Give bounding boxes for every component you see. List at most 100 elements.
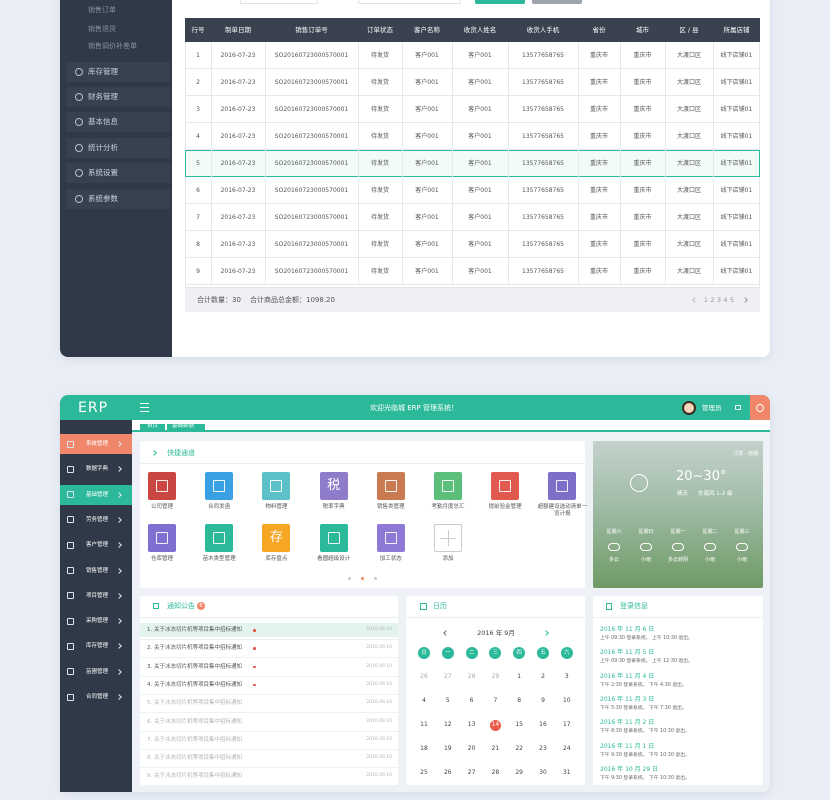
tab[interactable] [140,424,165,432]
search-button[interactable] [475,0,525,4]
sidebar-item[interactable]: 基础管理 [86,491,109,498]
sidebar-item[interactable]: 客户管理 [86,542,109,549]
calendar-date[interactable]: 26 [443,769,452,776]
quick-icon[interactable] [491,472,520,500]
submenu-item[interactable]: 销售调价补差单 [88,42,137,50]
page-number[interactable]: 5 [729,296,735,304]
calendar-date[interactable]: 25 [420,769,428,776]
notice-text[interactable]: 1. 关于冰冻切片机等项目集中招标通知 [147,627,242,633]
calendar-date[interactable]: 2 [541,673,545,680]
calendar-date[interactable]: 4 [422,697,426,704]
calendar-date[interactable]: 14 [491,721,500,728]
table-row[interactable] [185,258,760,285]
sidebar-item[interactable]: 数据字典 [86,466,109,473]
notice-text[interactable]: 2. 关于冰冻切片机等项目集中招标通知 [147,645,242,652]
menu-item-bg[interactable] [66,62,170,82]
calendar-date[interactable]: 24 [562,745,571,752]
notice-text[interactable]: 7. 关于冰冻切片机等项目集中招标通知 [147,736,242,743]
menu-item-bg[interactable] [66,112,170,132]
calendar-date[interactable]: 10 [562,697,571,704]
notice-text[interactable]: 4. 关于冰冻切片机等项目集中招标通知 [147,681,242,688]
menu-item[interactable]: 财务管理 [88,92,118,101]
quick-label[interactable]: 看圆超级设计 [317,556,351,562]
sidebar-active[interactable] [60,484,132,505]
notice-text[interactable]: 6. 关于冰冻切片机等项目集中招标通知 [147,718,242,725]
menu-item[interactable]: 基本信息 [88,117,118,126]
quick-label[interactable]: 税率字典 [322,504,345,510]
quick-icon[interactable] [434,524,462,552]
tab[interactable] [167,424,205,432]
notice-text[interactable]: 9. 关于冰冻切片机等项目集中招标通知 [147,773,242,780]
quick-label[interactable]: 物料管理 [265,504,288,510]
user-name[interactable]: 管理员 [702,404,722,412]
menu-item-bg[interactable] [66,163,170,183]
quick-label[interactable]: 合同发函 [208,504,231,510]
notice-text[interactable]: 8. 关于冰冻切片机等项目集中招标通知 [147,755,242,762]
page-number[interactable]: 1 [703,296,709,304]
quick-icon[interactable] [548,472,577,500]
calendar-date[interactable]: 9 [541,697,545,704]
calendar-date[interactable]: 13 [467,721,476,728]
tab-label[interactable]: 基础数据 [171,423,194,429]
table-row[interactable] [185,204,760,231]
search-input[interactable] [358,0,461,4]
sidebar-active[interactable] [60,434,132,454]
sidebar-item[interactable]: 销售管理 [86,567,109,574]
today-circle[interactable] [489,719,501,731]
sidebar-item[interactable]: 项目管理 [86,592,109,599]
calendar-date[interactable]: 31 [562,769,571,776]
carousel-dot[interactable] [373,577,377,580]
quick-icon[interactable] [376,524,405,552]
quick-icon[interactable] [319,524,348,552]
quick-label[interactable]: 添加 [442,556,454,562]
sidebar-item[interactable]: 采购管理 [86,618,109,625]
calendar-date[interactable]: 6 [469,697,474,704]
page-number[interactable]: 4 [723,296,728,304]
quick-icon[interactable] [148,472,176,500]
search-input[interactable] [240,0,318,4]
calendar-date[interactable]: 20 [467,745,476,752]
calendar-date[interactable]: 7 [493,697,498,704]
menu-item-bg[interactable] [66,189,170,209]
calendar-date[interactable]: 21 [491,745,500,752]
calendar-date[interactable]: 18 [420,745,428,752]
menu-toggle-line[interactable] [140,411,149,412]
tab-label[interactable]: 首页 [146,423,158,429]
menu-item-bg[interactable] [66,138,170,158]
reset-button[interactable] [532,0,582,4]
calendar-date[interactable]: 3 [564,673,569,680]
calendar-date[interactable]: 28 [467,673,476,680]
quick-label[interactable]: 考勤月度总汇 [431,504,465,510]
lock-icon[interactable] [735,405,741,410]
sidebar-item[interactable]: 系统管理 [86,441,109,447]
menu-item[interactable]: 库存管理 [88,67,118,76]
menu-item[interactable]: 统计分析 [88,143,118,152]
quick-icon[interactable] [148,524,176,552]
calendar-date[interactable]: 17 [562,721,571,728]
calendar-date[interactable]: 27 [467,769,476,776]
quick-icon[interactable] [434,472,462,500]
calendar-date[interactable]: 15 [515,721,523,728]
calendar-date[interactable]: 26 [420,673,428,680]
calendar-date[interactable]: 29 [515,769,523,776]
quick-label[interactable]: 苗木类型管理 [202,556,236,562]
table-row[interactable] [185,123,760,150]
calendar-date[interactable]: 22 [515,745,523,752]
notice-text[interactable]: 5. 关于冰冻切片机等项目集中招标通知 [147,700,242,707]
carousel-dot[interactable] [360,577,364,580]
calendar-date[interactable]: 16 [539,721,547,728]
quick-icon[interactable] [205,472,234,500]
page-number[interactable]: 2 [710,296,715,304]
notice-active[interactable] [140,623,398,637]
calendar-date[interactable]: 11 [420,721,428,728]
menu-item[interactable]: 系统设置 [88,168,118,177]
quick-icon[interactable] [205,524,234,552]
table-row[interactable] [185,177,760,204]
page-number[interactable]: 3 [716,296,722,304]
notice-text[interactable]: 3. 关于冰冻切片机等项目集中招标通知 [147,663,242,670]
calendar-date[interactable]: 30 [539,769,547,776]
table-row[interactable] [185,69,760,96]
quick-label[interactable]: 超额建设选动清单一览计报 [537,504,588,517]
carousel-dot[interactable] [347,577,351,580]
quick-label[interactable]: 公司管理 [150,504,173,510]
